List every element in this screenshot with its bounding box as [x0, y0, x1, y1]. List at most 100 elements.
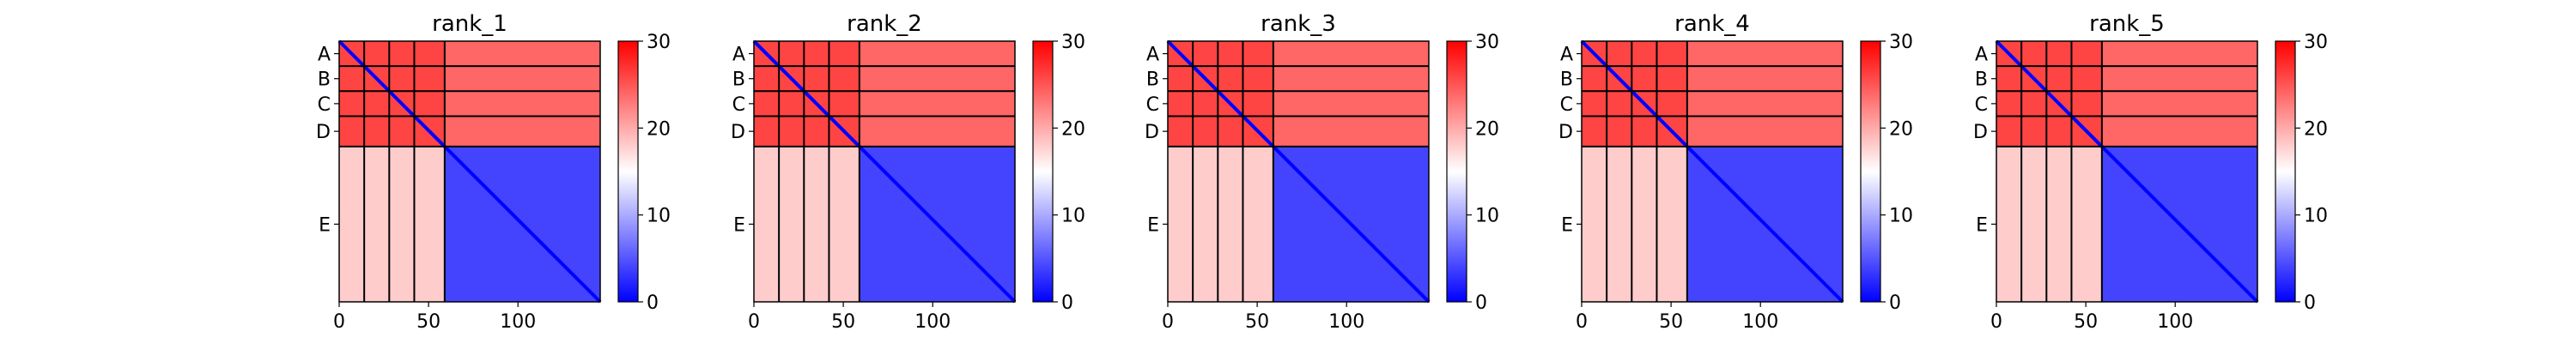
heatmap-block-E-B [364, 146, 390, 302]
panel-title: rank_1 [432, 11, 507, 37]
y-tick-label: C [1146, 94, 1159, 116]
colorbar [2275, 40, 2296, 303]
colorbar-tick-label: 10 [1475, 206, 1499, 227]
heatmap-block-C-B [779, 91, 805, 117]
heatmap-block-D-C [2046, 116, 2072, 147]
heatmap-block-D-B [1607, 116, 1632, 147]
heatmap-block-E-C [1631, 146, 1657, 302]
heatmap-block-B-A [754, 66, 780, 92]
colorbar [617, 40, 639, 303]
y-tick-label: E [319, 214, 331, 236]
y-tick-label: D [1973, 122, 1988, 143]
colorbar-tick-label: 30 [1475, 32, 1499, 53]
panel-title: rank_2 [847, 11, 922, 37]
x-tick-label: 50 [831, 311, 855, 333]
y-tick-label: E [1976, 214, 1988, 236]
y-tick-label: D [1558, 122, 1573, 143]
colorbar-tick-label: 30 [1061, 32, 1085, 53]
heatmap-block-B-A [1168, 66, 1194, 92]
heatmap-block-E-C [2046, 146, 2072, 302]
plot-frame [1167, 40, 1430, 303]
heatmap-block-A-D [414, 41, 445, 67]
heatmap-block-B-C [804, 66, 829, 92]
heatmap-block-C-B [2021, 91, 2047, 117]
heatmap-block-A-B [2021, 41, 2047, 67]
heatmap-block-D-B [1193, 116, 1218, 147]
heatmap-diagonal [752, 39, 1017, 304]
heatmap-block-B-A [1996, 66, 2022, 92]
heatmap-block-A-C [2046, 41, 2072, 67]
plot-frame [1581, 40, 1844, 303]
colorbar-tick-label: 0 [1061, 292, 1073, 314]
heatmap-block-A-D [1656, 41, 1687, 67]
y-tick-label: A [1975, 45, 1988, 66]
heatmap-block-C-B [364, 91, 390, 117]
x-tick-label: 50 [1659, 311, 1683, 333]
x-tick-label: 50 [1245, 311, 1269, 333]
heatmap-diagonal [1166, 39, 1431, 304]
heatmap-block-D-A [1996, 116, 2022, 147]
colorbar-tick-label: 0 [647, 292, 659, 314]
heatmap-block-D-C [1218, 116, 1243, 147]
heatmap-block-D-E [1686, 116, 1843, 147]
y-tick-label: B [318, 69, 331, 91]
heatmap-block-E-D [1242, 146, 1273, 302]
heatmap-block-D-E [2101, 116, 2257, 147]
heatmap-block-D-C [1631, 116, 1657, 147]
colorbar-tick-label: 20 [1061, 118, 1085, 140]
y-tick-label: E [1561, 214, 1573, 236]
heatmap-block-D-E [444, 116, 600, 147]
heatmap-block-C-E [444, 91, 600, 117]
panel-title: rank_4 [1674, 11, 1750, 37]
heatmap-block-E-B [779, 146, 805, 302]
heatmap-block-E-B [2021, 146, 2047, 302]
plot-frame [753, 40, 1016, 303]
heatmap-block-D-E [859, 116, 1015, 147]
heatmap-block-A-D [2071, 41, 2102, 67]
colorbar-tick-label: 30 [2304, 32, 2328, 53]
heatmap-block-E-B [1193, 146, 1218, 302]
heatmap-diagonal [1580, 39, 1844, 304]
heatmap-block-D-A [339, 116, 365, 147]
heatmap-block-D-E [1273, 116, 1429, 147]
heatmap-block-E-A [754, 146, 780, 302]
heatmap-block-C-E [2101, 91, 2257, 117]
heatmap-cells [337, 39, 602, 304]
heatmap-block-C-A [1168, 91, 1194, 117]
heatmap-block-E-C [1218, 146, 1243, 302]
y-tick-label: C [1560, 94, 1573, 116]
y-tick-label: C [732, 94, 745, 116]
y-tick-label: C [318, 94, 331, 116]
x-tick-label: 0 [333, 311, 345, 333]
heatmap-block-E-C [389, 146, 415, 302]
heatmap-block-B-C [1631, 66, 1657, 92]
colorbar-tick-label: 20 [1475, 118, 1499, 140]
heatmap-block-B-D [2071, 66, 2102, 92]
colorbar-tick-label: 10 [1061, 206, 1085, 227]
colorbar-tick-label: 10 [1889, 206, 1913, 227]
heatmap-block-E-A [1996, 146, 2022, 302]
heatmap-block-C-E [1273, 91, 1429, 117]
heatmap-block-E-A [1168, 146, 1194, 302]
heatmap-block-D-B [779, 116, 805, 147]
y-tick-label: A [732, 45, 745, 66]
heatmap-block-C-D [414, 91, 445, 117]
heatmap-block-B-C [389, 66, 415, 92]
heatmap-block-D-A [1582, 116, 1607, 147]
heatmap-diagonal [1995, 39, 2259, 304]
chain-boundaries [1996, 41, 2257, 302]
panel-title: rank_3 [1261, 11, 1336, 37]
heatmap-block-C-D [1656, 91, 1687, 117]
y-tick-label: B [1146, 69, 1159, 91]
heatmap-block-C-B [1607, 91, 1632, 117]
x-tick-label: 100 [500, 311, 536, 333]
heatmap-cells [1580, 39, 1844, 304]
y-tick-label: D [316, 122, 331, 143]
heatmap-block-A-C [389, 41, 415, 67]
heatmap-block-A-C [804, 41, 829, 67]
colorbar-tick-label: 0 [2304, 292, 2316, 314]
plot-frame [338, 40, 601, 303]
